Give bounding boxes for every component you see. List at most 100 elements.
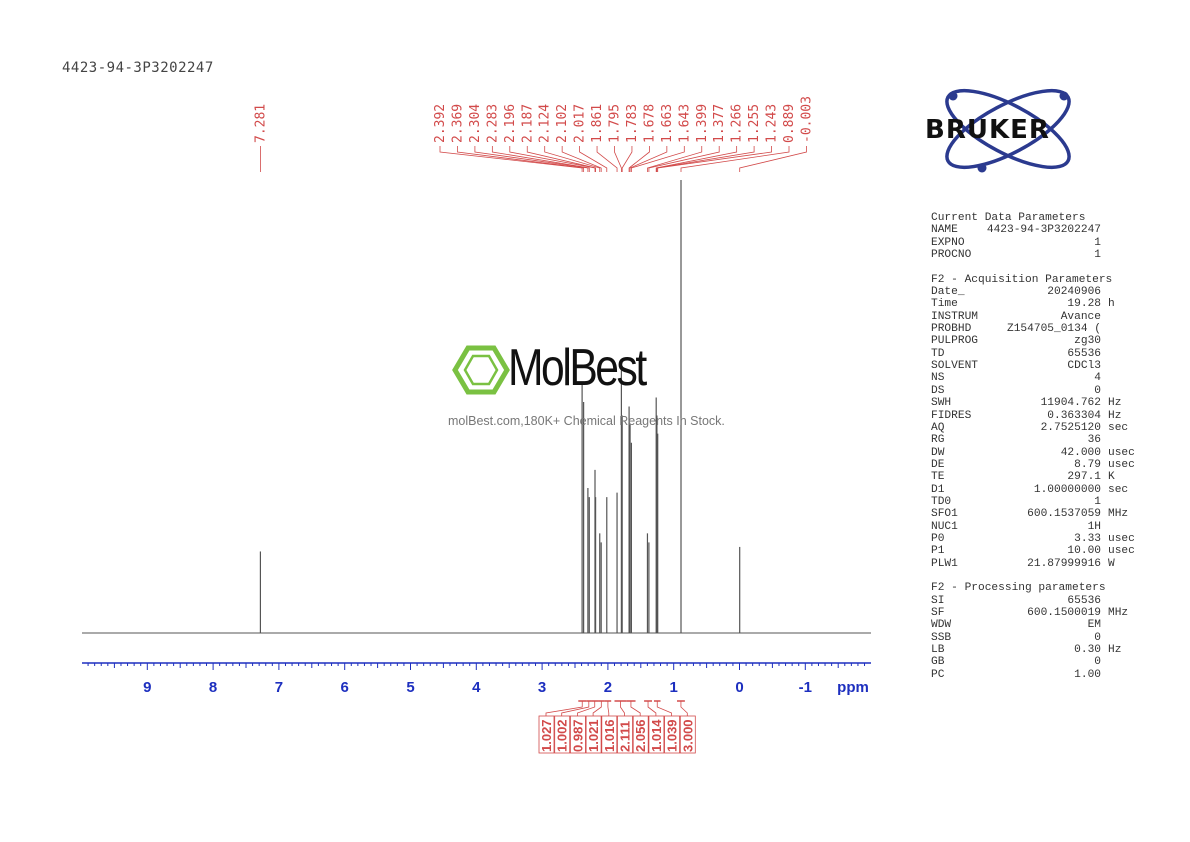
params-value: 36 (1087, 434, 1101, 447)
x-tick-label: 1 (670, 679, 678, 696)
x-tick-label: 0 (735, 679, 743, 696)
peak-label-connector (561, 146, 602, 172)
params-row: SFO1 600.1537059 MHz (931, 508, 1142, 520)
params-row: D1 1.00000000 sec (931, 484, 1142, 496)
params-unit: K (1108, 471, 1115, 484)
x-tick-label: 9 (143, 679, 151, 696)
peak-label-connector (647, 146, 703, 172)
peak-label: 1.399 (695, 104, 710, 143)
params-value: 0.363304 (1047, 409, 1101, 422)
params-value: 65536 (1067, 347, 1101, 360)
watermark-brand: MolBest (508, 339, 647, 397)
params-value: 297.1 (1067, 471, 1101, 484)
params-value: 10.00 (1067, 545, 1101, 558)
params-unit: usec (1108, 532, 1135, 545)
peak-label: 0.889 (782, 104, 797, 143)
params-value: 42.000 (1060, 446, 1101, 459)
integral-box (554, 715, 571, 754)
params-value: 1 (1094, 236, 1101, 249)
params-row: PULPROG zg30 (931, 335, 1101, 348)
params-unit: usec (1108, 446, 1135, 459)
peak-label: 1.783 (625, 104, 640, 143)
x-tick-label: 3 (538, 679, 546, 696)
acquisition-parameters: Current Data Parameters NAME 4423-94-3P320… (931, 212, 1142, 681)
peak-label: 1.643 (677, 104, 692, 143)
params-unit: MHz (1108, 508, 1129, 521)
params-value: 19.28 (1067, 298, 1101, 311)
peak-label: 1.243 (765, 104, 780, 143)
integral-box (585, 715, 602, 754)
peak-label-connector (544, 146, 601, 172)
params-value: 20240906 (1047, 286, 1101, 299)
params-row: FIDRES 0.363304 Hz (931, 410, 1142, 422)
params-unit: sec (1108, 421, 1129, 434)
integral-connector (561, 701, 590, 716)
peak-label-connector (614, 146, 622, 172)
integral-box (570, 715, 586, 754)
params-row: EXPNO 1 (931, 236, 1101, 249)
params-value: Z154705_0134 ( (1007, 323, 1101, 336)
params-value: 1 (1094, 495, 1101, 508)
params-row: TD0 1 (931, 495, 1101, 508)
params-value: 11904.762 (1040, 397, 1101, 410)
x-tick-label: 5 (406, 679, 414, 696)
params-row: WDW EM (931, 619, 1101, 632)
integral-label: 2.056 (633, 719, 648, 752)
params-row: TD 65536 (931, 347, 1101, 360)
params-value: Avance (1060, 310, 1101, 323)
params-value: 0 (1094, 384, 1101, 397)
bruker-logo-text: BRUKER (925, 115, 1050, 145)
x-tick-label: 8 (209, 679, 217, 696)
integral-label: 1.014 (649, 719, 664, 752)
params-row: GB 0 (931, 656, 1101, 669)
params-row: AQ 2.7525120 sec (931, 422, 1142, 434)
params-row: NUC1 1H (931, 520, 1101, 533)
integral-label: 1.039 (665, 719, 680, 752)
x-tick-label: 4 (472, 679, 481, 696)
integral-label: 1.002 (555, 719, 570, 752)
integral-box (601, 715, 618, 754)
integral-label: 1.027 (539, 719, 554, 752)
peak-label: 1.795 (608, 104, 623, 143)
params-row: SI 65536 (931, 594, 1101, 607)
params-row: P0 3.33 usec (931, 533, 1142, 545)
integral-connector (630, 701, 641, 716)
params-unit: Hz (1108, 644, 1122, 657)
params-value: 1 (1094, 249, 1101, 262)
integral-label: 3.000 (680, 719, 695, 752)
x-axis-unit-label: ppm (837, 679, 869, 696)
params-row: PROBHD Z154705_0134 ( (931, 323, 1101, 336)
params-value: 4423-94-3P3202247 (986, 224, 1101, 237)
peak-label: 2.124 (538, 104, 553, 143)
integral-connector (620, 701, 625, 716)
peak-label-connector (656, 146, 755, 172)
peak-label-connector (680, 146, 790, 172)
peak-label-connector (621, 146, 633, 172)
params-value: 1.00 (1074, 668, 1101, 681)
params-row: PROCNO 1 (931, 249, 1101, 262)
integral-connector (656, 701, 672, 716)
params-value: 600.1537059 (1027, 508, 1101, 521)
peak-label-connector (509, 146, 596, 172)
params-row: DS 0 (931, 384, 1101, 397)
params-unit: h (1108, 298, 1115, 311)
params-unit: Hz (1108, 397, 1122, 410)
peak-label: 2.102 (555, 104, 570, 143)
integral-label: 0.987 (570, 719, 585, 752)
params-value: 8.79 (1074, 458, 1101, 471)
peak-label: 1.266 (730, 104, 745, 143)
params-section-title: F2 - Processing parameters (931, 582, 1106, 595)
peak-label: 1.377 (712, 104, 727, 143)
params-unit: sec (1108, 483, 1129, 496)
peak-label-connector (457, 146, 585, 172)
sample-name: 4423-94-3P3202247 (62, 60, 214, 76)
molbest-logo-icon (452, 345, 510, 395)
peak-label-connector (655, 146, 738, 172)
x-tick-label: 6 (341, 679, 349, 696)
integral-box (664, 715, 680, 754)
peak-label: 2.304 (468, 104, 483, 143)
peak-label: 2.196 (503, 104, 518, 143)
integral-box (648, 715, 665, 754)
peak-label: 2.392 (433, 104, 448, 143)
